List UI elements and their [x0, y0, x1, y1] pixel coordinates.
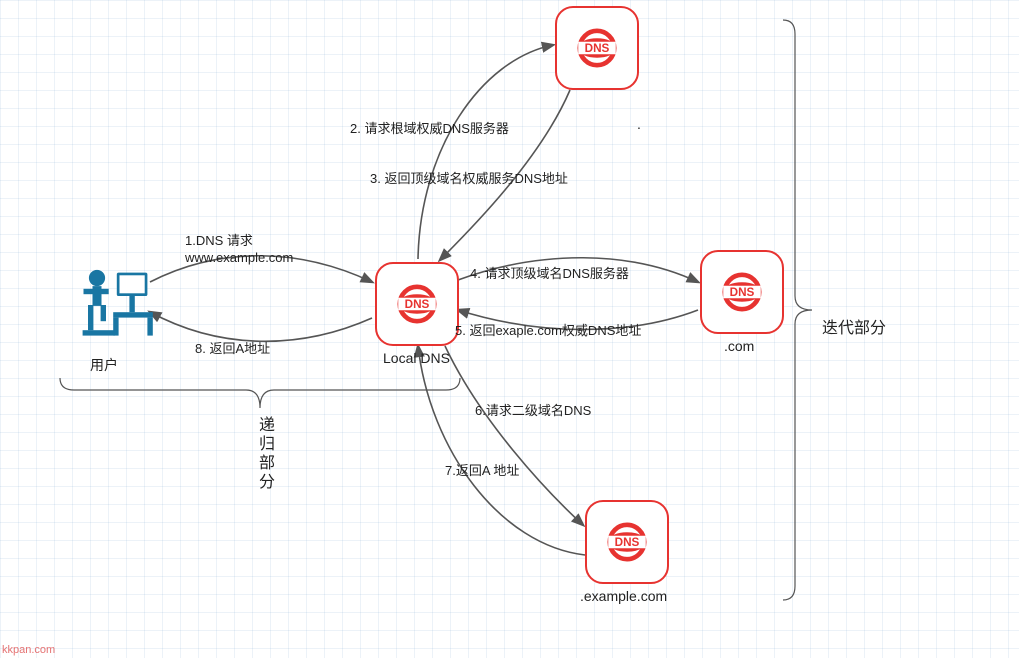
node-label-user: 用户: [90, 355, 118, 375]
brace-b2: [783, 20, 812, 600]
diagram-canvas: kkpan.com 用户 DNS Local DNS DNS . DNS .co…: [0, 0, 1019, 658]
brace-label-b1: 递归部分: [252, 416, 276, 492]
node-label-example: .example.com: [580, 588, 667, 604]
edge-label-e5: 5. 返回exaple.com权威DNS地址: [455, 320, 641, 339]
edge-label-e3: 3. 返回顶级域名权威服务DNS地址: [370, 168, 568, 187]
edge-label-e1: 1.DNS 请求: [185, 230, 253, 249]
edge-label-e6: 6.请求二级域名DNS: [475, 400, 591, 419]
node-label-local: Local DNS: [383, 350, 450, 366]
edge-label2-e1: www.example.com: [185, 250, 293, 265]
edge-label-e2: 2. 请求根域权威DNS服务器: [350, 118, 509, 137]
node-label-com: .com: [724, 338, 754, 354]
edge-e7: [418, 346, 585, 555]
edge-e6: [445, 346, 583, 525]
node-label-root: .: [637, 116, 641, 132]
edge-label-e8: 8. 返回A地址: [195, 338, 270, 357]
dns-node-local: DNS: [375, 262, 459, 346]
dns-node-com: DNS: [700, 250, 784, 334]
brace-b1: [60, 378, 460, 408]
dns-node-root: DNS: [555, 6, 639, 90]
brace-label-b2: 迭代部分: [822, 314, 886, 338]
dns-node-example: DNS: [585, 500, 669, 584]
edge-label-e4: 4. 请求顶级域名DNS服务器: [470, 263, 629, 282]
svg-text:DNS: DNS: [585, 42, 610, 55]
edge-e2: [418, 45, 553, 259]
svg-text:DNS: DNS: [730, 286, 755, 299]
svg-text:DNS: DNS: [405, 298, 430, 311]
svg-text:DNS: DNS: [615, 536, 640, 549]
edge-e8: [150, 312, 372, 341]
user-node: [70, 260, 160, 355]
edge-label-e7: 7.返回A 地址: [445, 460, 519, 479]
watermark: kkpan.com: [2, 644, 55, 656]
